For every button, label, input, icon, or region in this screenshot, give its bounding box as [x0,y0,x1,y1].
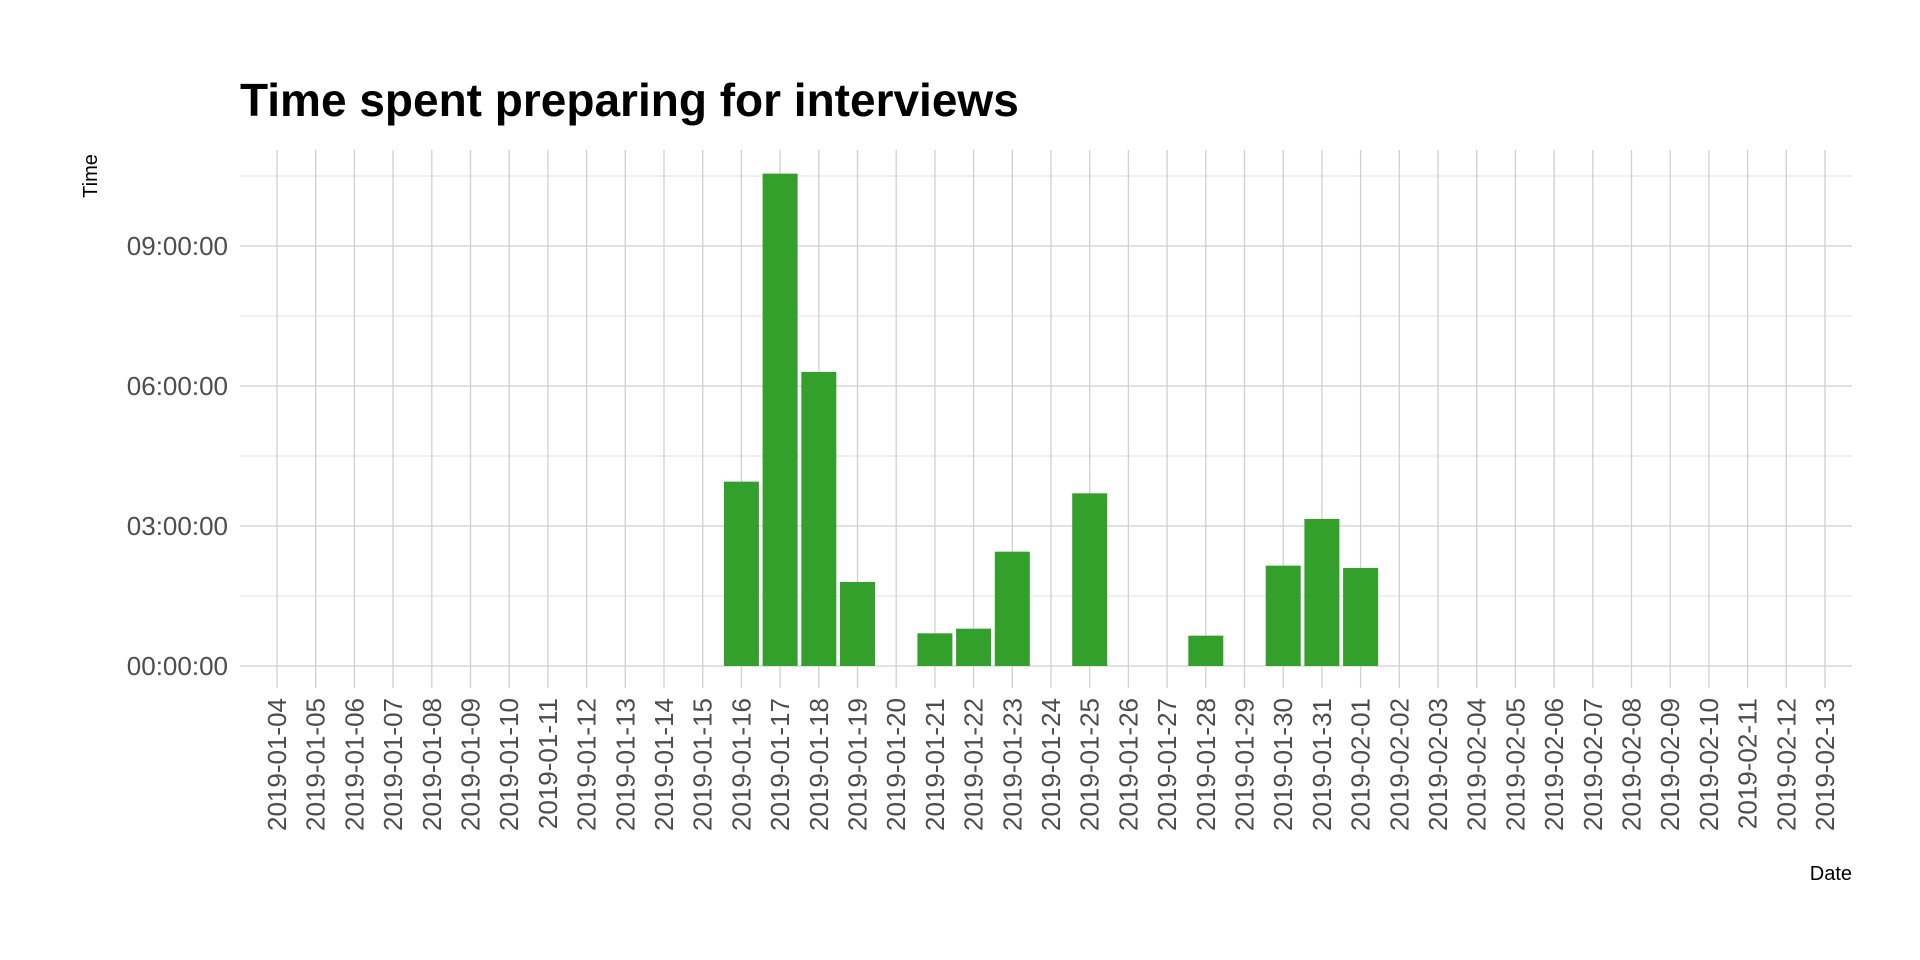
bar-2019-01-31 [1304,518,1340,666]
x-tick-label: 2019-01-09 [456,698,486,831]
x-tick-label: 2019-02-01 [1346,698,1376,831]
y-axis-title: Time [80,154,102,198]
x-tick-label: 2019-02-11 [1733,698,1763,829]
bar-2019-02-01 [1343,567,1379,666]
bar-2019-01-25 [1072,493,1108,666]
y-tick-label: 00:00:00 [127,651,228,681]
x-tick-label: 2019-02-08 [1617,698,1647,831]
x-tick-label: 2019-01-10 [494,698,524,831]
x-tick-label: 2019-01-24 [1036,698,1066,831]
x-tick-label: 2019-02-06 [1539,698,1569,831]
bar-2019-01-19 [840,581,875,666]
x-axis-tick-labels: 2019-01-04 2019-01-05 2019-01-06 2019-01-07… [262,698,1840,831]
x-tick-label: 2019-01-06 [339,698,369,831]
x-tick-label: 2019-01-04 [262,698,292,831]
x-tick-label: 2019-01-30 [1268,698,1298,831]
x-tick-label: 2019-01-26 [1113,698,1143,831]
x-tick-label: 2019-01-31 [1307,698,1337,831]
x-tick-label: 2019-01-23 [997,698,1027,831]
chart-title: Time spent preparing for interviews [240,74,1019,126]
x-tick-label: 2019-01-17 [765,698,795,831]
x-tick-label: 2019-01-16 [726,698,756,831]
x-tick-label: 2019-01-08 [417,698,447,831]
x-tick-label: 2019-02-07 [1578,698,1608,831]
bar-2019-01-21 [917,633,953,666]
y-axis-tick-labels: 00:00:00 03:00:00 06:00:00 09:00:00 [127,231,228,681]
x-tick-label: 2019-01-07 [378,698,408,831]
x-tick-label: 2019-01-21 [920,698,950,831]
x-tick-label: 2019-01-19 [843,698,873,831]
x-tick-label: 2019-02-12 [1771,698,1801,831]
bar-2019-01-30 [1265,565,1301,666]
x-axis-title: Date [1810,863,1852,885]
x-tick-label: 2019-01-13 [610,698,640,831]
bars [723,173,1379,666]
x-tick-label: 2019-02-05 [1500,698,1530,831]
x-tick-label: 2019-01-11 [533,698,563,829]
x-tick-label: 2019-01-14 [649,698,679,831]
bar-2019-01-22 [956,628,992,666]
x-tick-label: 2019-02-10 [1694,698,1724,831]
y-tick-label: 06:00:00 [127,371,228,401]
x-tick-label: 2019-02-02 [1384,698,1414,831]
x-tick-label: 2019-01-25 [1075,698,1105,831]
y-tick-label: 09:00:00 [127,231,228,261]
x-tick-label: 2019-01-20 [881,698,911,831]
bar-2019-01-16 [723,481,759,666]
x-tick-label: 2019-02-04 [1462,698,1492,831]
bar-2019-01-18 [801,371,837,666]
bar-2019-01-28 [1188,635,1224,666]
x-tick-label: 2019-01-22 [959,698,989,831]
x-tick-label: 2019-01-27 [1152,698,1182,831]
bar-2019-01-23 [994,551,1030,666]
x-tick-label: 2019-02-13 [1810,698,1840,831]
grid [240,150,1852,688]
x-tick-label: 2019-01-28 [1191,698,1221,831]
x-tick-label: 2019-02-09 [1655,698,1685,831]
y-tick-label: 03:00:00 [127,511,228,541]
x-tick-label: 2019-01-18 [804,698,834,831]
x-tick-label: 2019-01-29 [1230,698,1260,831]
x-tick-label: 2019-01-12 [572,698,602,831]
x-tick-label: 2019-01-05 [301,698,331,831]
x-tick-label: 2019-01-15 [688,698,718,831]
x-tick-label: 2019-02-03 [1423,698,1453,831]
bar-2019-01-17 [762,173,798,666]
